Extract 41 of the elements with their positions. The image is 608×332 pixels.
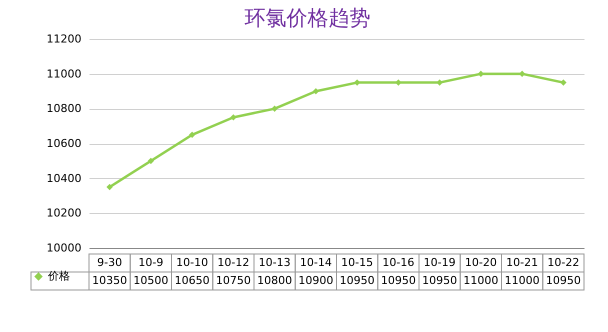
y-tick-label: 11000	[46, 67, 82, 80]
x-tick-label: 9-30	[97, 256, 122, 269]
x-tick-label: 10-14	[300, 256, 332, 269]
y-tick-label: 10800	[46, 102, 82, 116]
data-label: 10950	[380, 274, 416, 287]
point	[560, 79, 567, 86]
point	[271, 106, 278, 112]
data-label: 10950	[546, 274, 581, 287]
point	[312, 88, 320, 94]
data-label: 10500	[133, 274, 168, 287]
y-tick-label: 10600	[46, 137, 82, 150]
point	[106, 184, 113, 190]
x-tick-label: 10-12	[217, 256, 250, 269]
data-label: 10900	[298, 274, 334, 287]
data-label: 10800	[257, 274, 292, 287]
x-tick-label: 10-10	[176, 256, 208, 269]
chart-title: 环氯价格趋势	[244, 6, 370, 30]
point	[354, 79, 360, 86]
point	[148, 158, 154, 164]
data-label: 10950	[422, 274, 458, 287]
x-tick-label: 10-16	[382, 256, 414, 269]
data-label: 10350	[92, 274, 128, 287]
data-label: 10650	[174, 274, 210, 287]
data-label: 11000	[504, 274, 540, 287]
x-tick-label: 10-19	[424, 256, 456, 269]
x-tick-label: 10-21	[506, 256, 538, 269]
x-tick-label: 10-22	[547, 256, 580, 269]
legend-label: 价格	[47, 270, 70, 282]
data-label: 11000	[463, 274, 498, 287]
y-tick-label: 10000	[46, 242, 82, 254]
x-tick-label: 10-9	[138, 256, 164, 269]
x-tick-label: 10-20	[464, 256, 497, 269]
x-tick-label: 10-13	[258, 256, 291, 269]
point	[230, 114, 237, 121]
y-tick-label: 10200	[46, 206, 82, 220]
x-tick-label: 10-15	[341, 256, 374, 269]
point	[188, 132, 196, 138]
y-tick-label: 11200	[46, 32, 82, 46]
data-label: 10950	[340, 274, 375, 287]
y-tick-label: 10400	[46, 172, 82, 185]
data-label: 10750	[216, 274, 251, 287]
